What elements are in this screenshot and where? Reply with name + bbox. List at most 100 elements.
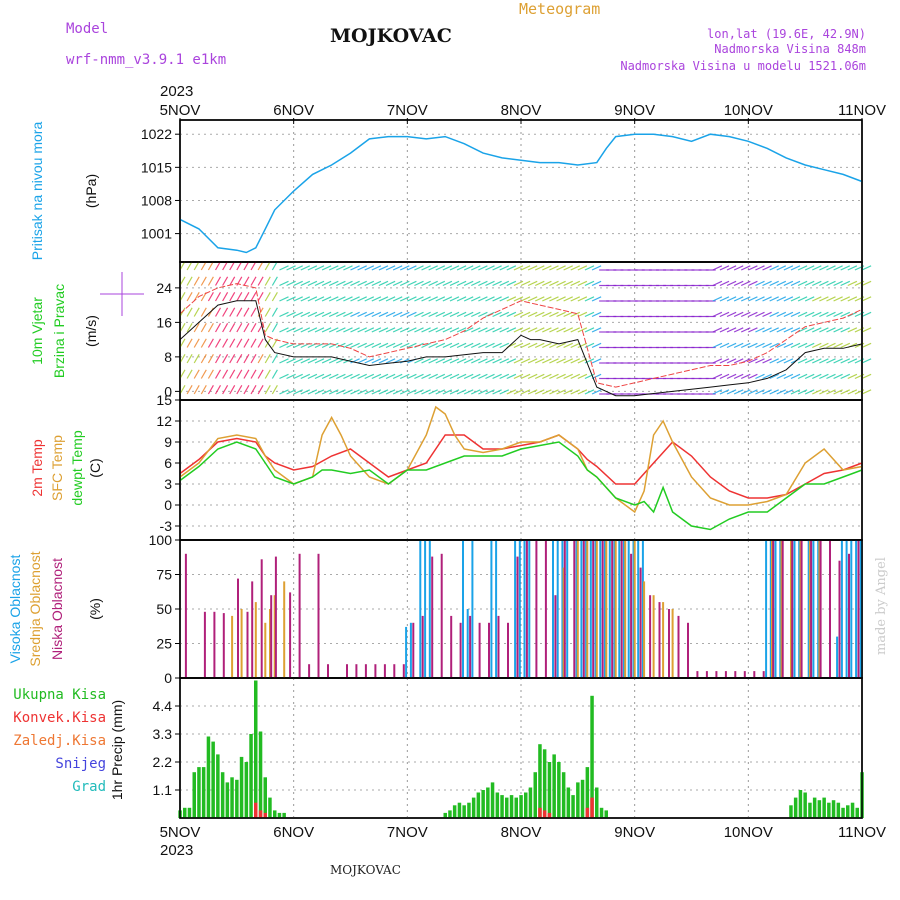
bar-cloud-2: [743, 671, 746, 678]
bar-precip-0: [798, 790, 803, 818]
wind-barb: [804, 280, 815, 287]
bar-cloud-2: [592, 540, 595, 678]
wind-barb: [584, 296, 595, 302]
wind-barb: [392, 373, 403, 380]
bar-precip-0: [812, 797, 817, 818]
bar-precip-0: [201, 767, 206, 818]
bar-cloud-2: [781, 540, 784, 678]
bar-precip-0: [557, 762, 561, 818]
wind-barb: [570, 296, 581, 302]
wind-barb: [570, 358, 581, 364]
wind-barb: [435, 373, 446, 380]
year-top: 2023: [160, 83, 193, 100]
wind-barb: [463, 358, 474, 364]
wind-barb: [819, 280, 829, 287]
wind-barb: [556, 311, 566, 318]
wind-barb: [449, 342, 460, 349]
bar-cloud-2: [431, 556, 434, 678]
bar-cloud-2: [535, 540, 538, 678]
wind-barb: [414, 389, 424, 395]
wind-barb: [385, 280, 396, 287]
wind-barb: [215, 276, 222, 286]
wind-barb: [769, 265, 779, 271]
bar-precip-1: [590, 797, 594, 818]
wind-barb: [222, 369, 229, 379]
wind-barb: [307, 327, 318, 333]
y-tick-label: 1015: [141, 159, 172, 175]
wind-barb: [179, 292, 186, 302]
wind-barb: [712, 311, 723, 318]
bar-precip-0: [263, 777, 267, 818]
bar-cloud-0: [405, 626, 408, 678]
wind-barb: [804, 265, 815, 271]
bar-cloud-1: [652, 595, 655, 678]
bar-cloud-2: [203, 611, 206, 678]
wind-barb: [236, 323, 243, 333]
bar-cloud-2: [573, 540, 576, 678]
wind-barb: [506, 358, 517, 364]
wind-barb: [307, 280, 318, 287]
wind-barb: [534, 342, 545, 349]
wind-barb: [563, 311, 573, 318]
wind-barb: [833, 358, 843, 364]
wind-barb: [762, 296, 772, 302]
wind-barb: [790, 327, 801, 333]
wind-barb: [385, 296, 396, 302]
wind-barb: [591, 280, 602, 287]
wind-barb: [336, 311, 346, 318]
bar-cloud-1: [643, 581, 646, 678]
y-tick-label: 1.1: [153, 782, 173, 798]
wind-barb: [485, 296, 495, 302]
wind-barb: [513, 280, 524, 287]
wind-barb: [378, 265, 389, 271]
wind-barb: [264, 369, 271, 379]
bar-cloud-0: [580, 540, 583, 678]
wind-barb: [250, 323, 257, 333]
wind-barb: [414, 373, 424, 380]
wind-barb: [307, 296, 318, 302]
wind-barb: [804, 296, 815, 302]
wind-barb: [542, 311, 552, 318]
wind-barb: [577, 296, 588, 302]
wind-barb: [307, 389, 318, 395]
wind-barb: [456, 311, 467, 318]
cloud-mid-axis-title: Srednja Oblacnost: [27, 551, 43, 666]
wind-barb: [243, 338, 250, 348]
wind-barb: [343, 342, 353, 349]
wind-barb: [826, 296, 836, 302]
wind-barb: [421, 265, 431, 271]
wind-barb: [392, 296, 403, 302]
bar-cloud-2: [848, 553, 850, 678]
wind-barb: [428, 280, 438, 287]
wind-barb: [478, 373, 488, 380]
bar-cloud-2: [298, 553, 301, 678]
bar-cloud-0: [769, 540, 772, 678]
wind-barb: [243, 276, 250, 286]
bar-precip-0: [448, 810, 452, 818]
wind-barb: [478, 342, 488, 349]
series-line-pressure-0: [179, 133, 863, 254]
bar-cloud-2: [630, 553, 633, 678]
wind-barb: [819, 389, 829, 395]
bar-cloud-1: [254, 602, 257, 678]
wind-barb: [570, 311, 581, 318]
wind-barb: [584, 311, 595, 318]
wind-barb: [570, 327, 581, 333]
wind-barb: [399, 373, 410, 380]
wind-barb: [357, 342, 367, 349]
bar-precip-0: [850, 802, 855, 818]
bar-cloud-0: [594, 540, 597, 678]
precip-legend-item: Konvek.Kisa: [13, 710, 106, 726]
bar-cloud-2: [246, 611, 249, 678]
bottom-date-label: 11NOV: [838, 824, 886, 841]
wind-barb: [321, 265, 332, 271]
wind-barb: [314, 280, 325, 287]
wind-barb: [797, 389, 808, 395]
wind-barb: [556, 265, 566, 271]
wind-barb: [243, 292, 250, 302]
wind-barb: [449, 265, 460, 271]
wind-barb: [812, 342, 822, 349]
wind-barb: [357, 265, 367, 271]
bar-precip-0: [500, 795, 504, 818]
wind-barb: [378, 327, 389, 333]
